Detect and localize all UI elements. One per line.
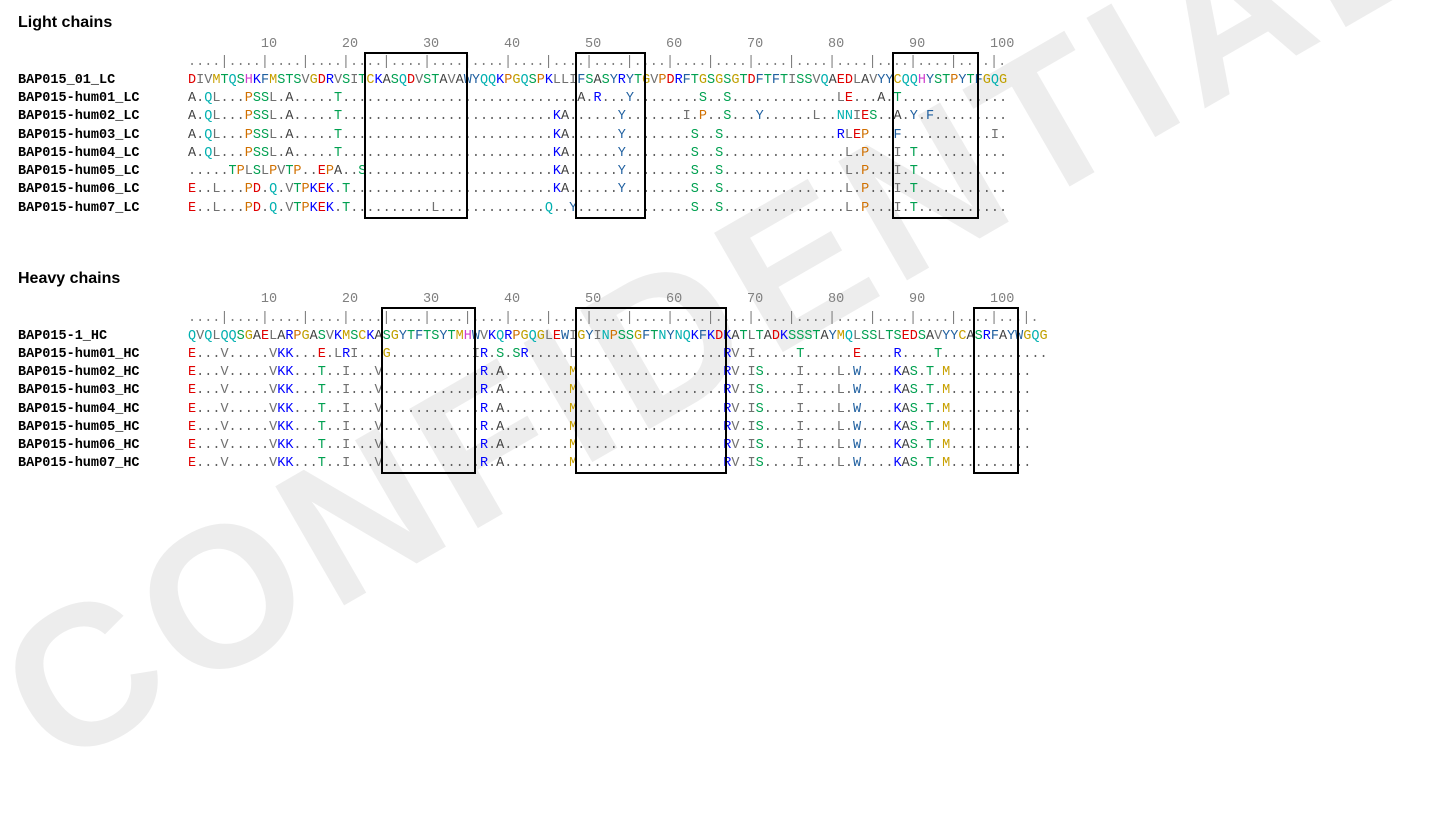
heavy-label-1: BAP015-hum01_HC (18, 346, 188, 364)
light-label-6: BAP015-hum06_LC (18, 181, 188, 199)
heavy-label-3: BAP015-hum03_HC (18, 382, 188, 400)
light-label-3: BAP015-hum03_LC (18, 127, 188, 145)
heavy-label-7: BAP015-hum07_HC (18, 455, 188, 473)
light-label-1: BAP015-hum01_LC (18, 90, 188, 108)
heavy-label-0: BAP015-1_HC (18, 328, 188, 346)
heavy-cdr-box-2 (973, 307, 1020, 474)
light-label-4: BAP015-hum04_LC (18, 145, 188, 163)
heavy-cdr-box-0 (381, 307, 476, 474)
light-label-5: BAP015-hum05_LC (18, 163, 188, 181)
heavy-chains-panel: Heavy chains 10 20 30 40 50 60 70 80 90 … (18, 268, 1418, 474)
light-cdr-box-1 (575, 52, 646, 219)
light-chains-panel: Light chains 10 20 30 40 50 60 70 80 90 … (18, 12, 1418, 218)
light-cdr-box-0 (364, 52, 467, 219)
light-label-7: BAP015-hum07_LC (18, 200, 188, 218)
light-label-2: BAP015-hum02_LC (18, 108, 188, 126)
heavy-label-6: BAP015-hum06_HC (18, 437, 188, 455)
light-label-0: BAP015_01_LC (18, 72, 188, 90)
heavy-label-5: BAP015-hum05_HC (18, 419, 188, 437)
heavy-chains-title: Heavy chains (18, 268, 1418, 290)
heavy-label-2: BAP015-hum02_HC (18, 364, 188, 382)
light-chains-title: Light chains (18, 12, 1418, 34)
light-cdr-box-2 (892, 52, 979, 219)
heavy-cdr-box-1 (575, 307, 727, 474)
heavy-label-4: BAP015-hum04_HC (18, 401, 188, 419)
